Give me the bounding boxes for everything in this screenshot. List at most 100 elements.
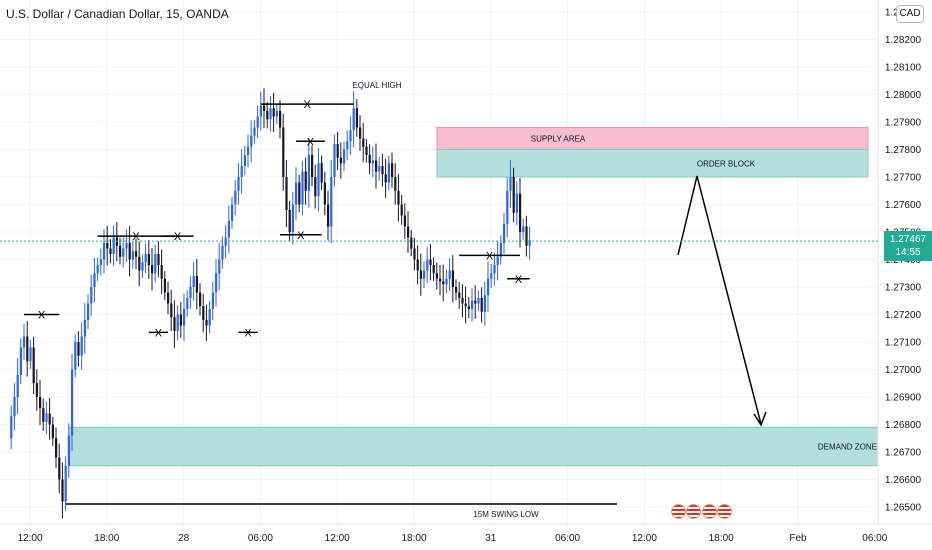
candle-body: [317, 163, 320, 197]
candle-body: [451, 270, 454, 287]
economic-events[interactable]: [671, 504, 733, 524]
price-tick-label: 1.26600: [885, 475, 922, 486]
candle-body: [224, 237, 227, 246]
candle-body: [192, 276, 195, 287]
zones: SUPPLY AREA ORDER BLOCK DEMAND ZONE: [68, 127, 879, 467]
candle-body: [400, 204, 403, 216]
candle-body: [503, 223, 506, 243]
candle-body: [439, 278, 442, 282]
time-tick-label: 12:00: [325, 533, 350, 544]
time-tick-label: 18:00: [709, 533, 734, 544]
candle-body: [416, 259, 419, 271]
price-tick-label: 1.26800: [885, 420, 922, 431]
candle-body: [256, 116, 259, 128]
candle-body: [442, 281, 445, 285]
candle-body: [243, 155, 246, 166]
candle-body: [445, 278, 448, 285]
candle-body: [112, 237, 115, 254]
candle-body: [384, 174, 387, 183]
candles: [10, 88, 531, 519]
time-tick-label: 28: [178, 533, 190, 544]
candle-body: [493, 265, 496, 274]
candle-body: [410, 237, 413, 249]
order-block: [436, 149, 869, 178]
x-mark: X: [174, 231, 182, 243]
candle-body: [333, 144, 336, 177]
candle-body: [349, 130, 352, 142]
candle-body: [378, 166, 381, 172]
time-tick-label: Feb: [789, 533, 807, 544]
candle-body: [525, 226, 528, 246]
candle-body: [64, 465, 67, 502]
candle-body: [109, 248, 112, 254]
price-tick-label: 1.27700: [885, 173, 922, 184]
demand-zone: [68, 426, 879, 467]
x-mark: X: [244, 327, 252, 339]
candle-body: [291, 204, 294, 232]
last-price-badge: 1.27467 14:55: [884, 231, 932, 261]
candle-body: [122, 248, 125, 257]
candle-body: [51, 424, 54, 439]
candle-body: [45, 413, 48, 422]
flag-icon[interactable]: [686, 504, 702, 519]
flag-icon[interactable]: [717, 504, 733, 519]
candle-body: [426, 259, 429, 271]
candle-body: [285, 177, 288, 210]
flag-icon[interactable]: [671, 504, 686, 519]
candle-body: [419, 270, 422, 279]
candle-body: [138, 256, 141, 271]
candle-body: [509, 177, 512, 191]
candle-body: [90, 287, 93, 304]
candle-body: [381, 166, 384, 175]
candle-body: [519, 193, 522, 232]
bar-countdown: 14:55: [895, 247, 921, 258]
candle-body: [199, 292, 202, 307]
candle-body: [365, 146, 368, 155]
currency-selector[interactable]: CAD: [896, 5, 924, 23]
candle-body: [455, 287, 458, 293]
candle-body: [477, 298, 480, 304]
candle-body: [311, 155, 314, 177]
price-tick-label: 1.26500: [885, 503, 922, 514]
price-tick-label: 1.26700: [885, 448, 922, 459]
candle-body: [330, 177, 333, 227]
candle-body: [314, 177, 317, 197]
candle-body: [352, 108, 355, 131]
candle-body: [106, 243, 109, 249]
candle-body: [323, 182, 326, 205]
candle-body: [119, 245, 122, 257]
candle-body: [218, 259, 221, 274]
candle-body: [125, 243, 128, 249]
price-tick-label: 1.27000: [885, 365, 922, 376]
candle-body: [288, 210, 291, 232]
candle-body: [471, 300, 474, 309]
candle-body: [77, 342, 80, 356]
candle-body: [131, 251, 134, 260]
candle-body: [279, 111, 282, 128]
candle-body: [368, 155, 371, 164]
candle-body: [160, 265, 163, 279]
candle-body: [186, 298, 189, 309]
last-price-value: 1.27467: [889, 234, 927, 245]
candle-body: [237, 177, 240, 191]
candle-body: [269, 108, 272, 120]
candle-body: [387, 163, 390, 183]
equal-high-label: EQUAL HIGH: [352, 81, 401, 90]
time-axis[interactable]: 12:00 18:00 28 06:00 12:00 18:00 31 06:00 12:00 1…: [17, 533, 887, 544]
price-axis[interactable]: 1.283001.282001.281001.280001.279001.278…: [885, 8, 922, 514]
projection-arrowhead: [753, 411, 767, 427]
candle-body: [29, 347, 32, 362]
projection-path: [677, 175, 762, 425]
candle-body: [67, 435, 70, 466]
candle-body: [39, 397, 42, 408]
candle-body: [359, 127, 362, 139]
price-tick-label: 1.27800: [885, 145, 922, 156]
candle-body: [259, 105, 262, 117]
candle-body: [483, 295, 486, 312]
candle-body: [327, 204, 330, 227]
candle-body: [480, 298, 483, 312]
candle-body: [128, 243, 131, 260]
swing-low-label: 15M SWING LOW: [473, 510, 539, 519]
flag-icon[interactable]: [701, 504, 717, 519]
